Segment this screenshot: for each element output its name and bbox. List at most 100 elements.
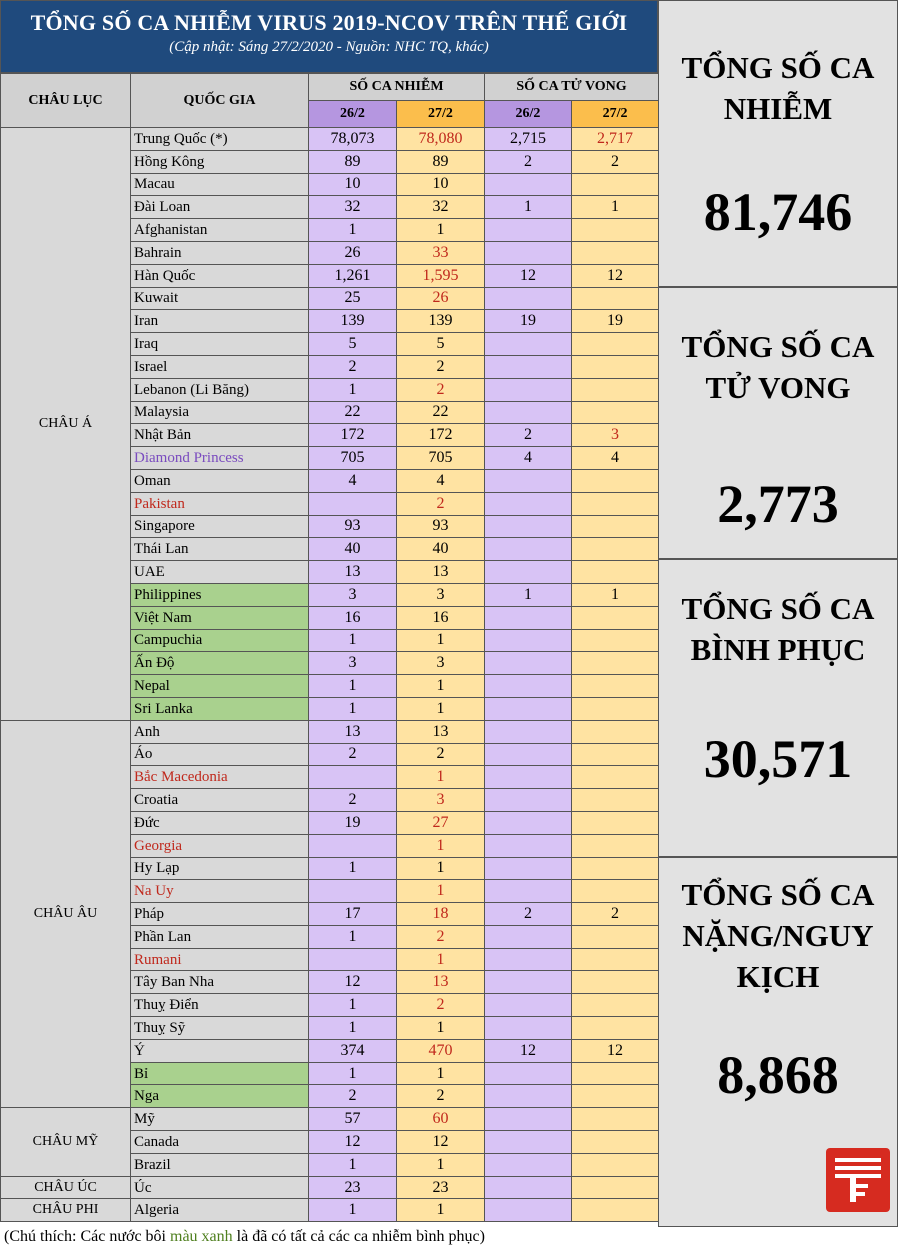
table-row: Iran 139 139 19 19 <box>1 309 660 334</box>
deaths-27-2 <box>570 1130 660 1154</box>
table-row: Afghanistan 1 1 <box>1 218 660 242</box>
deaths-26-2 <box>484 947 572 972</box>
infected-26-2: 2 <box>308 1084 397 1109</box>
deaths-27-2 <box>570 765 660 790</box>
table-row: Malaysia 22 22 <box>1 400 660 425</box>
header-country: QUỐC GIA <box>130 73 309 128</box>
country-name: Hồng Kông <box>130 149 309 174</box>
deaths-26-2: 4 <box>484 446 572 470</box>
deaths-27-2 <box>570 947 660 972</box>
footnote-text: (Chú thích: Các nước bôi <box>4 1228 170 1245</box>
infected-26-2 <box>308 765 397 790</box>
country-name: Diamond Princess <box>130 446 309 470</box>
deaths-27-2: 2,717 <box>570 127 660 151</box>
deaths-26-2 <box>484 1130 572 1154</box>
infected-27-2: 2 <box>396 742 485 767</box>
deaths-26-2 <box>484 674 572 698</box>
header-infected: SỐ CA NHIỄM <box>308 73 485 101</box>
country-name: Tây Ban Nha <box>130 970 309 995</box>
country-name: Malaysia <box>130 400 309 425</box>
deaths-27-2 <box>570 719 660 744</box>
infected-26-2: 1 <box>308 218 397 242</box>
deaths-27-2 <box>570 605 660 630</box>
infected-27-2: 2 <box>396 354 485 379</box>
table-row: CHÂU PHI Algeria 1 1 <box>0 1198 660 1223</box>
infected-26-2: 1 <box>308 1061 397 1086</box>
table-row: Canada 12 12 <box>1 1130 660 1154</box>
infected-26-2: 1 <box>308 1152 397 1177</box>
deaths-27-2 <box>570 1084 660 1109</box>
infected-26-2: 1 <box>308 377 397 402</box>
infected-27-2: 78,080 <box>396 127 485 151</box>
deaths-27-2 <box>570 651 660 676</box>
table-row: Thuỵ Sỹ 1 1 <box>1 1016 660 1040</box>
deaths-27-2 <box>570 674 660 698</box>
infected-27-2: 2 <box>396 924 485 949</box>
summary-label-line: NHIỄM <box>723 91 833 126</box>
summary-label-line: TỬ VONG <box>705 370 851 405</box>
table-row: Bắc Macedonia 1 <box>1 765 660 790</box>
table-row: Kuwait 25 26 <box>1 286 660 311</box>
deaths-27-2 <box>570 1061 660 1086</box>
deaths-26-2 <box>484 491 572 516</box>
infected-26-2: 10 <box>308 172 397 197</box>
deaths-26-2 <box>484 628 572 653</box>
infected-26-2 <box>308 491 397 516</box>
deaths-27-2 <box>570 856 660 881</box>
deaths-26-2 <box>484 354 572 379</box>
table-row: Đài Loan 32 32 1 1 <box>1 195 660 220</box>
deaths-27-2: 2 <box>570 149 660 174</box>
deaths-27-2 <box>570 833 660 858</box>
infected-27-2: 60 <box>396 1107 485 1132</box>
infected-27-2: 3 <box>396 582 485 607</box>
country-name: Kuwait <box>130 286 309 311</box>
infected-27-2: 22 <box>396 400 485 425</box>
infected-26-2: 32 <box>308 195 397 220</box>
table-row: Rumani 1 <box>1 947 660 972</box>
country-name: Ấn Độ <box>130 651 309 676</box>
table-body: CHÂU Á Trung Quốc (*) 78,073 78,080 2,715 2,7… <box>0 127 660 1223</box>
infected-26-2: 93 <box>308 514 397 539</box>
table-row: Thuỵ Điển 1 2 <box>1 993 660 1018</box>
country-name: Việt Nam <box>130 605 309 630</box>
country-name: Na Uy <box>130 879 309 904</box>
continent-cell: CHÂU Á <box>0 127 131 721</box>
summary-value-recovered: 30,571 <box>703 729 853 789</box>
country-name: UAE <box>130 560 309 584</box>
infected-27-2: 470 <box>396 1038 485 1063</box>
table-row: Pakistan 2 <box>1 491 660 516</box>
deaths-27-2: 12 <box>570 1038 660 1063</box>
deaths-26-2 <box>484 286 572 311</box>
deaths-27-2 <box>570 468 660 493</box>
deaths-27-2 <box>570 1152 660 1177</box>
infected-27-2: 27 <box>396 810 485 835</box>
page-subtitle: (Cập nhật: Sáng 27/2/2020 - Nguồn: NHC T… <box>169 39 489 55</box>
deaths-27-2 <box>570 377 660 402</box>
header-deaths-date-a: 26/2 <box>484 100 572 128</box>
infected-26-2: 1 <box>308 856 397 881</box>
country-name: Afghanistan <box>130 218 309 242</box>
cases-table: CHÂU LỤC QUỐC GIA SỐ CA NHIỄM SỐ CA TỬ V… <box>0 73 660 1223</box>
infected-27-2: 2 <box>396 491 485 516</box>
infected-27-2: 2 <box>396 377 485 402</box>
infected-26-2: 1 <box>308 674 397 698</box>
infected-27-2: 89 <box>396 149 485 174</box>
table-row: Tây Ban Nha 12 13 <box>1 970 660 995</box>
deaths-26-2 <box>484 1198 572 1223</box>
summary-value-infected: 81,746 <box>703 182 853 242</box>
deaths-26-2 <box>484 400 572 425</box>
country-name: Bahrain <box>130 240 309 265</box>
infected-27-2: 18 <box>396 902 485 926</box>
country-name: Hàn Quốc <box>130 263 309 288</box>
deaths-26-2 <box>484 605 572 630</box>
infected-27-2: 23 <box>396 1175 485 1200</box>
infected-26-2: 2 <box>308 354 397 379</box>
deaths-27-2 <box>570 491 660 516</box>
deaths-27-2 <box>570 924 660 949</box>
infected-26-2: 25 <box>308 286 397 311</box>
summary-value-critical: 8,868 <box>717 1045 839 1105</box>
deaths-26-2: 12 <box>484 1038 572 1063</box>
table-row: Israel 2 2 <box>1 354 660 379</box>
deaths-26-2 <box>484 651 572 676</box>
country-name: Thái Lan <box>130 537 309 562</box>
